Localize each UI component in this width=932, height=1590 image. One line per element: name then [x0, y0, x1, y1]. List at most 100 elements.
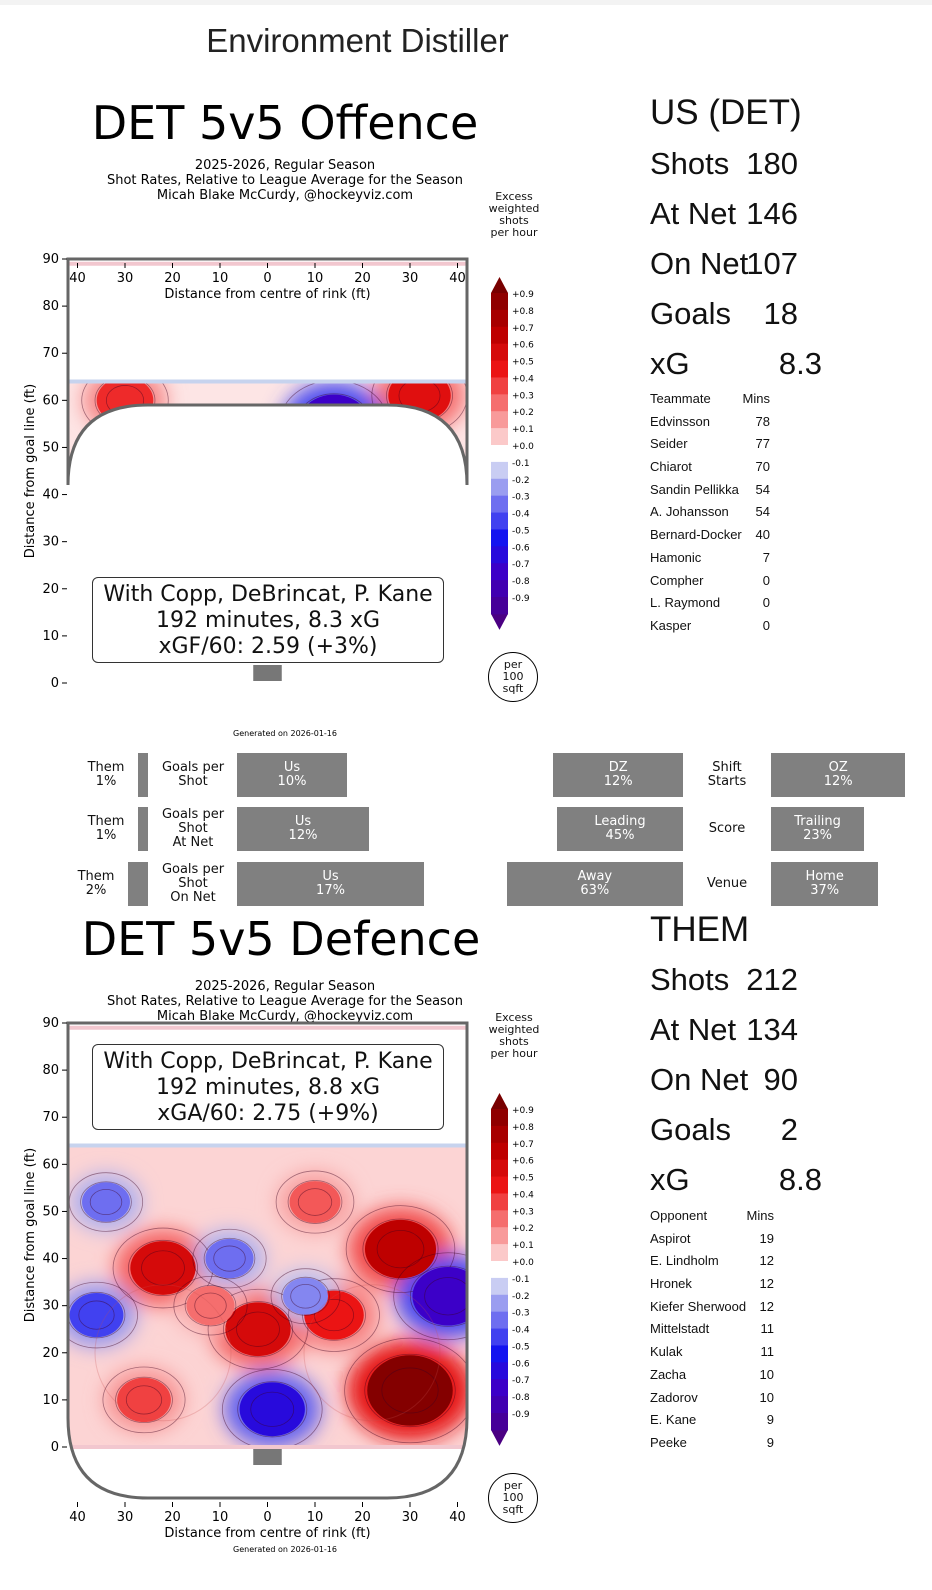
contour-line	[297, 1188, 333, 1216]
context-category-label: Venue	[687, 877, 767, 891]
colorbar-segment	[491, 529, 508, 547]
colorbar-tick-label: -0.3	[512, 493, 530, 503]
contour-line	[63, 491, 120, 537]
roster-row: Peeke 9	[650, 1435, 774, 1458]
colorbar-tick-label: +0.2	[512, 1224, 534, 1234]
category-label-line: Shift	[712, 760, 742, 775]
offence-title: DET 5v5 Offence	[91, 96, 479, 150]
stat-label: At Net	[650, 1012, 737, 1047]
colorbar-segment	[491, 512, 508, 530]
contour-line	[302, 1289, 366, 1341]
x-tick-label: 20	[164, 271, 181, 286]
colorbar-title-line: per hour	[490, 1047, 538, 1060]
them-heading: THEM	[650, 910, 750, 949]
roster-name: Compher	[650, 572, 704, 588]
defence-infobox-line: With Copp, DeBrincat, P. Kane	[103, 1049, 433, 1074]
contour-line	[376, 1230, 425, 1269]
heat-blob	[285, 481, 364, 485]
colorbar-segment	[491, 1362, 508, 1380]
stat-label: On Net	[650, 246, 749, 281]
colorbar-tick-label: -0.1	[512, 1275, 530, 1285]
defence-subtitle-line: 2025-2026, Regular Season	[194, 979, 376, 994]
y-tick-label: 50	[42, 1204, 59, 1219]
contour-line	[223, 1301, 293, 1358]
contour-line	[102, 1366, 186, 1434]
heat-blob-core	[364, 1219, 437, 1279]
y-tick-label: 10	[42, 1393, 59, 1408]
roster-row: Kulak 11	[650, 1344, 774, 1367]
roster-row: E. Lindholm 12	[650, 1253, 774, 1276]
colorbar-tick-label: -0.2	[512, 476, 530, 486]
heat-blob	[347, 453, 467, 485]
us-label: Us	[283, 760, 301, 775]
colorbar-segment	[491, 1159, 508, 1178]
x-tick-label: 40	[449, 271, 466, 286]
stat-label: Shots	[650, 146, 730, 181]
context-right-bar: Home 37%	[771, 862, 879, 906]
colorbar-segment	[491, 293, 508, 311]
y-tick-label: 60	[42, 393, 59, 408]
heat-blob	[93, 448, 186, 485]
us-stats: Shots 180 At Net 146 On Net 107 Goals 18 xG 8.3	[650, 146, 822, 396]
heat-blob-core	[96, 381, 154, 424]
colorbar-bottom-arrow	[491, 1429, 508, 1446]
colorbar-tick-label: +0.9	[512, 290, 534, 300]
colorbar-tick-label: +0.0	[512, 442, 534, 452]
offence-colorbar-title: Excess weighted shots per hour	[484, 191, 544, 239]
colorbar-title-line: per hour	[490, 226, 538, 239]
defence-infobox-line: 192 minutes, 8.8 xG	[155, 1075, 381, 1100]
stat-row-goals: Goals 18	[650, 296, 798, 346]
roster-mins: 54	[755, 481, 770, 497]
faceoff-circle	[94, 1284, 232, 1422]
us-roster: Teammate Mins Edvinsson 78 Seider 77 Chiarot…	[650, 391, 770, 641]
colorbar-segment	[491, 394, 508, 412]
context-right-value: 37%	[810, 883, 840, 898]
roster-row: Edvinsson 78	[650, 414, 770, 437]
stat-row-at-net: At Net 134	[650, 1012, 798, 1062]
contour-line	[105, 458, 173, 485]
contour-line	[344, 451, 467, 485]
roster-name: Seider	[650, 436, 688, 452]
offence-per-unit-circle: per 100 sqft	[488, 652, 538, 702]
goal-rate-category-label: Goals per Shot At Net	[152, 808, 234, 850]
contour-line	[409, 1265, 467, 1327]
contour-line	[192, 1228, 267, 1289]
context-left-value: 45%	[605, 828, 635, 843]
colorbar-tick-label: +0.8	[512, 1123, 534, 1133]
colorbar-tick-label: +0.1	[512, 425, 534, 435]
colorbar-segment	[491, 1176, 508, 1194]
roster-header: Opponent Mins	[650, 1208, 774, 1231]
us-goal-rate-bar: Us 12%	[237, 807, 369, 851]
us-value: 10%	[277, 774, 307, 789]
roster-mins: 70	[755, 459, 770, 475]
contour-line	[173, 1275, 248, 1336]
goal-net	[253, 665, 282, 681]
them-label: Them	[87, 814, 125, 829]
roster-header-mins: Mins	[746, 1208, 774, 1223]
x-tick-label: 20	[354, 271, 371, 286]
roster-name: Kulak	[650, 1344, 683, 1360]
them-value: 2%	[85, 883, 107, 898]
colorbar-tick-label: +0.0	[512, 1258, 534, 1268]
per-unit-line: per	[503, 658, 523, 671]
stat-row-on-net: On Net 107	[650, 246, 798, 296]
heat-blob-core	[282, 1277, 329, 1315]
heat-blob-core	[205, 1238, 254, 1279]
colorbar-segment	[491, 445, 508, 463]
heat-blob	[281, 382, 387, 466]
context-right-value: 23%	[803, 828, 833, 843]
colorbar-tick-label: +0.7	[512, 1140, 534, 1150]
defence-subtitle-line: Micah Blake McCurdy, @hockeyviz.com	[156, 1009, 414, 1024]
stat-row-xg: xG 8.3	[650, 346, 822, 396]
colorbar-segment	[491, 1413, 508, 1431]
stat-label: Goals	[650, 1112, 731, 1147]
y-tick-label: 30	[42, 1299, 59, 1314]
context-category-label: Shift Starts	[687, 761, 767, 789]
colorbar-segment	[491, 1311, 508, 1330]
y-tick-label: 80	[42, 299, 59, 314]
them-goal-rate-bar	[128, 862, 148, 906]
y-tick-label: 50	[42, 440, 59, 455]
stat-row-goals: Goals 2	[650, 1112, 798, 1162]
rink-boards	[66, 257, 469, 486]
y-tick-label: 20	[42, 582, 59, 597]
